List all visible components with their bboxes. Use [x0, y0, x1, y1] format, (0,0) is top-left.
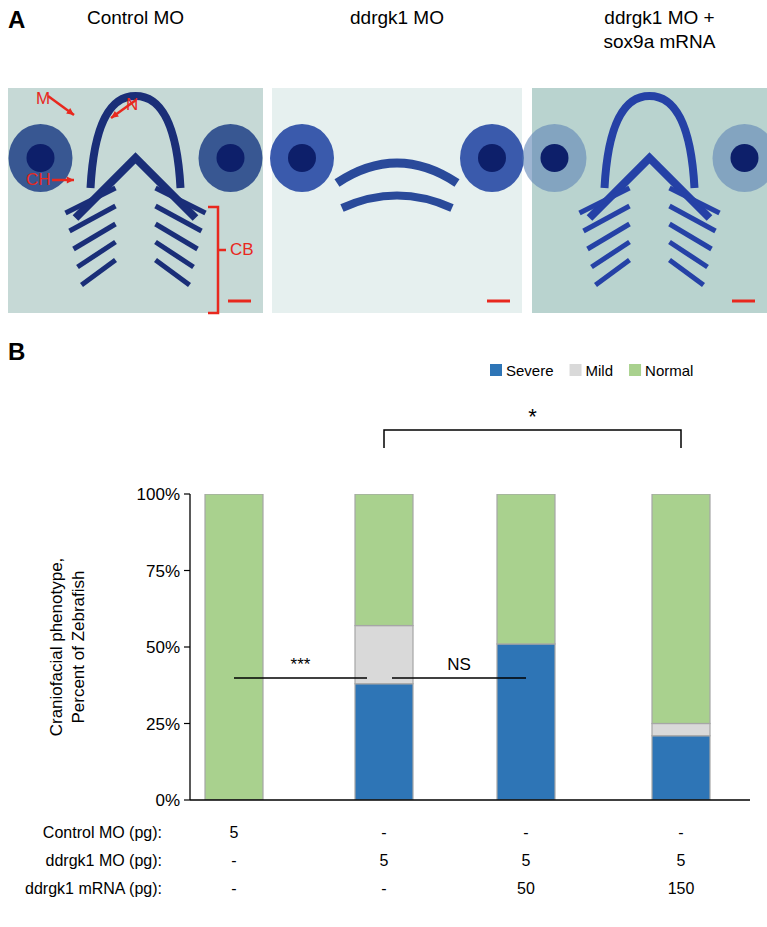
- condition-value: -: [381, 880, 386, 897]
- condition-value: 5: [380, 852, 389, 869]
- bar-segment: [205, 494, 263, 800]
- eye: [523, 124, 587, 192]
- bars: [205, 494, 710, 800]
- arrow: [111, 100, 136, 118]
- condition-label: ddrgk1 mRNA (pg):: [25, 880, 162, 897]
- condition-label: Control MO (pg):: [43, 824, 162, 841]
- bar-segment: [355, 626, 413, 684]
- eye: [199, 124, 263, 192]
- cartilage: [156, 260, 190, 285]
- cartilage: [342, 196, 452, 209]
- scale-bar: [732, 300, 755, 303]
- bar-segment: [652, 494, 710, 724]
- micrograph: [270, 88, 524, 313]
- y-tick: [184, 799, 190, 800]
- y-tick-label: 0%: [155, 791, 180, 810]
- structure-label: CB: [230, 240, 254, 259]
- scale-bar: [487, 300, 510, 303]
- cartilage: [91, 96, 181, 188]
- condition-value: 5: [522, 852, 531, 869]
- condition-value: 5: [230, 824, 239, 841]
- eye: [9, 124, 73, 192]
- image-background: [8, 88, 263, 313]
- legend-label: Normal: [645, 362, 693, 379]
- bracket: [208, 207, 226, 313]
- condition-value: -: [231, 852, 236, 869]
- eye: [270, 124, 334, 192]
- structure-label: M: [36, 89, 50, 108]
- arrow-head: [111, 111, 119, 118]
- condition-value: 50: [517, 880, 535, 897]
- micrograph: [8, 88, 263, 313]
- legend-swatch: [629, 364, 641, 376]
- condition-value: 5: [677, 852, 686, 869]
- significance-bracket: [384, 430, 681, 448]
- y-axis-label: Percent of Zebrafish: [69, 570, 88, 723]
- legend-swatch: [570, 364, 582, 376]
- micrograph: [523, 88, 767, 313]
- x-axis: [190, 799, 750, 800]
- condition-value: -: [231, 880, 236, 897]
- scale-bar: [228, 300, 251, 303]
- arrow-head: [67, 177, 74, 184]
- cartilage: [605, 96, 695, 188]
- bar-segment: [497, 494, 555, 644]
- panel-label: A: [8, 6, 25, 33]
- bar-segment: [652, 736, 710, 800]
- condition-value: 150: [668, 880, 695, 897]
- y-tick-label: 100%: [137, 485, 180, 504]
- image-title: ddrgk1 MO +: [604, 7, 714, 28]
- panel-label: B: [8, 338, 25, 365]
- legend-label: Severe: [506, 362, 554, 379]
- cartilage: [596, 260, 630, 285]
- lens: [731, 144, 759, 172]
- structure-label: CH: [26, 170, 51, 189]
- cartilage: [670, 260, 704, 285]
- cartilage: [590, 158, 710, 218]
- figure: AControl MOMNCHCBddrgk1 MOddrgk1 MO +sox…: [0, 0, 767, 927]
- image-title: sox9a mRNA: [604, 31, 716, 52]
- y-tick: [184, 723, 190, 724]
- y-tick: [184, 493, 190, 494]
- lens: [27, 144, 55, 172]
- condition-value: -: [678, 824, 683, 841]
- image-title: Control MO: [87, 7, 184, 28]
- y-axis-label: Craniofacial phenotype,: [47, 558, 66, 737]
- bar-segment: [355, 494, 413, 626]
- condition-label: ddrgk1 MO (pg):: [46, 852, 162, 869]
- lens: [541, 144, 569, 172]
- image-background: [532, 88, 767, 313]
- cartilage: [82, 260, 116, 285]
- eye: [713, 124, 767, 192]
- bar-segment: [355, 684, 413, 800]
- lens: [288, 144, 316, 172]
- significance-line: [234, 677, 367, 679]
- y-tick-label: 25%: [146, 715, 180, 734]
- condition-value: -: [381, 824, 386, 841]
- cartilage: [337, 163, 457, 183]
- lens: [478, 144, 506, 172]
- y-tick-label: 50%: [146, 638, 180, 657]
- arrow-head: [66, 108, 74, 115]
- legend-swatch: [490, 364, 502, 376]
- eye: [460, 124, 524, 192]
- arrow: [48, 96, 74, 115]
- significance-label: NS: [447, 655, 471, 674]
- significance-line: [392, 677, 526, 679]
- y-tick: [184, 646, 190, 647]
- cartilage: [76, 158, 196, 218]
- significance-label: *: [528, 404, 537, 429]
- lens: [217, 144, 245, 172]
- legend-label: Mild: [586, 362, 614, 379]
- y-tick-label: 75%: [146, 562, 180, 581]
- significance-label: ***: [291, 655, 311, 674]
- bar-segment: [652, 724, 710, 736]
- bar-segment: [497, 644, 555, 800]
- image-title: ddrgk1 MO: [350, 7, 444, 28]
- y-tick: [184, 570, 190, 571]
- condition-value: -: [523, 824, 528, 841]
- image-background: [272, 88, 522, 313]
